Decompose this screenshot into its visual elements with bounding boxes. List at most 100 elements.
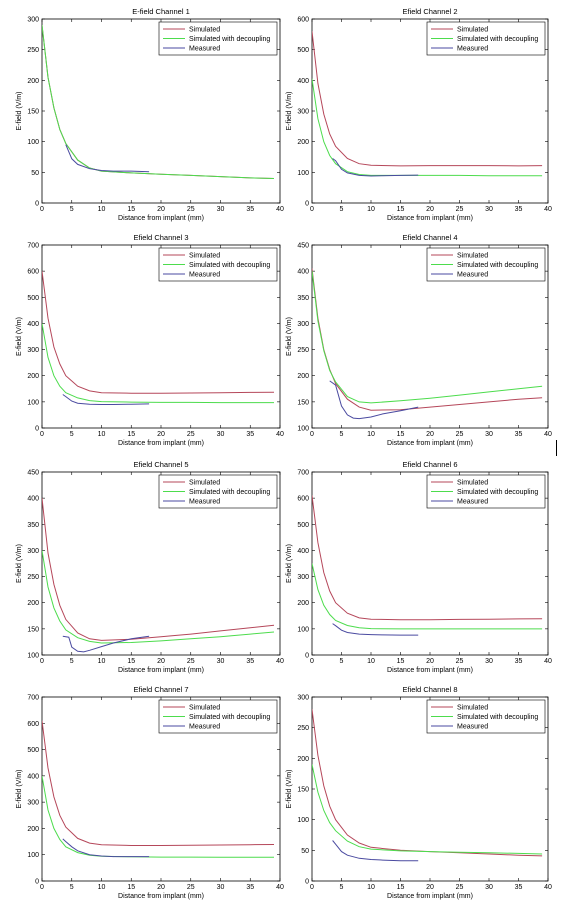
legend: Simulated Simulated with decoupling Measur… [158, 474, 278, 509]
x-tick-label: 35 [515, 658, 523, 665]
legend-entry: Measured [189, 724, 220, 731]
x-tick-label: 0 [310, 206, 314, 213]
x-tick-label: 0 [40, 658, 44, 665]
x-axis-label: Distance from implant (mm) [118, 440, 204, 447]
y-tick-label: 250 [27, 574, 39, 581]
x-tick-label: 25 [187, 206, 195, 213]
x-tick-label: 15 [127, 658, 135, 665]
y-tick-label: 100 [297, 817, 309, 824]
x-tick-label: 5 [70, 206, 74, 213]
chart-panel-6: Efield Channel 6 Distance from implant (m… [286, 460, 552, 674]
x-tick-label: 35 [246, 206, 254, 213]
x-tick-label: 0 [310, 884, 314, 891]
y-tick-label: 450 [27, 470, 39, 477]
x-tick-label: 20 [426, 431, 434, 438]
y-tick-label: 500 [297, 522, 309, 529]
legend-entry: Simulated [457, 480, 488, 487]
legend-entry: Simulated with decoupling [457, 489, 538, 496]
y-tick-label: 700 [297, 470, 309, 477]
x-tick-label: 40 [544, 658, 552, 665]
series-line-simulated [42, 498, 275, 641]
y-tick-label: 350 [297, 295, 309, 302]
chart-panel-7: Efield Channel 7 Distance from implant (m… [16, 685, 284, 900]
x-tick-label: 30 [485, 658, 493, 665]
y-tick-label: 200 [297, 600, 309, 607]
y-tick-label: 0 [305, 201, 309, 208]
y-tick-label: 300 [27, 347, 39, 354]
y-tick-label: 300 [297, 695, 309, 702]
x-tick-label: 40 [544, 884, 552, 891]
x-tick-label: 40 [276, 206, 284, 213]
legend: Simulated Simulated with decoupling Measur… [158, 699, 278, 734]
x-axis-label: Distance from implant (mm) [387, 440, 473, 447]
y-tick-label: 500 [297, 47, 309, 54]
legend: Simulated Simulated with decoupling Measur… [426, 247, 546, 282]
y-axis-label: E-field (V/m) [286, 317, 293, 356]
chart-panel-2: Efield Channel 2 Distance from implant (m… [286, 7, 552, 222]
x-tick-label: 40 [276, 884, 284, 891]
series-line-simulated [312, 495, 543, 621]
x-axis-label: Distance from implant (mm) [387, 667, 473, 674]
x-tick-label: 35 [515, 431, 523, 438]
x-tick-label: 10 [367, 884, 375, 891]
x-tick-label: 30 [485, 206, 493, 213]
y-tick-label: 0 [305, 879, 309, 886]
y-tick-label: 400 [297, 78, 309, 85]
x-tick-label: 5 [70, 884, 74, 891]
legend-entry: Measured [189, 499, 220, 506]
x-tick-label: 25 [456, 431, 464, 438]
x-tick-label: 20 [157, 658, 165, 665]
series-line-measured [62, 635, 150, 653]
x-axis-label: Distance from implant (mm) [118, 667, 204, 674]
y-tick-label: 100 [27, 852, 39, 859]
x-tick-label: 35 [515, 884, 523, 891]
y-tick-label: 300 [27, 548, 39, 555]
x-tick-label: 35 [515, 206, 523, 213]
x-tick-label: 5 [340, 206, 344, 213]
x-tick-label: 30 [217, 206, 225, 213]
y-axis-label: E-field (V/m) [16, 544, 23, 583]
legend: Simulated Simulated with decoupling Measur… [426, 21, 546, 56]
y-tick-label: 700 [27, 695, 39, 702]
legend-entry: Simulated [189, 480, 220, 487]
y-tick-label: 100 [297, 626, 309, 633]
legend-box [158, 247, 278, 282]
y-tick-label: 500 [27, 295, 39, 302]
x-tick-label: 15 [397, 431, 405, 438]
series-line-simulated [312, 709, 543, 857]
y-tick-label: 600 [297, 496, 309, 503]
series-line-measured [62, 394, 150, 405]
y-tick-label: 0 [35, 879, 39, 886]
legend-entry: Measured [189, 46, 220, 53]
x-tick-label: 10 [98, 884, 106, 891]
x-tick-label: 30 [485, 431, 493, 438]
y-tick-label: 700 [27, 243, 39, 250]
x-axis-label: Distance from implant (mm) [387, 893, 473, 900]
y-tick-label: 400 [27, 321, 39, 328]
y-tick-label: 0 [35, 201, 39, 208]
y-tick-label: 300 [297, 321, 309, 328]
y-tick-label: 250 [297, 725, 309, 732]
x-axis-label: Distance from implant (mm) [387, 215, 473, 222]
series-line-decoupled [312, 271, 543, 404]
legend-entry: Simulated with decoupling [189, 714, 270, 721]
x-tick-label: 20 [426, 206, 434, 213]
y-tick-label: 100 [27, 139, 39, 146]
y-tick-label: 450 [297, 243, 309, 250]
x-tick-label: 15 [127, 431, 135, 438]
y-axis-label: E-field (V/m) [286, 92, 293, 131]
x-tick-label: 10 [98, 658, 106, 665]
x-tick-label: 15 [397, 206, 405, 213]
y-tick-label: 150 [27, 109, 39, 116]
x-tick-label: 40 [276, 658, 284, 665]
x-tick-label: 10 [367, 658, 375, 665]
legend-entry: Simulated [457, 705, 488, 712]
x-tick-label: 10 [367, 431, 375, 438]
x-tick-label: 25 [187, 431, 195, 438]
legend-entry: Measured [457, 724, 488, 731]
y-tick-label: 200 [297, 139, 309, 146]
legend-entry: Measured [189, 272, 220, 279]
x-tick-label: 0 [40, 884, 44, 891]
series-line-simulated [312, 31, 543, 167]
series-line-measured [332, 158, 419, 177]
